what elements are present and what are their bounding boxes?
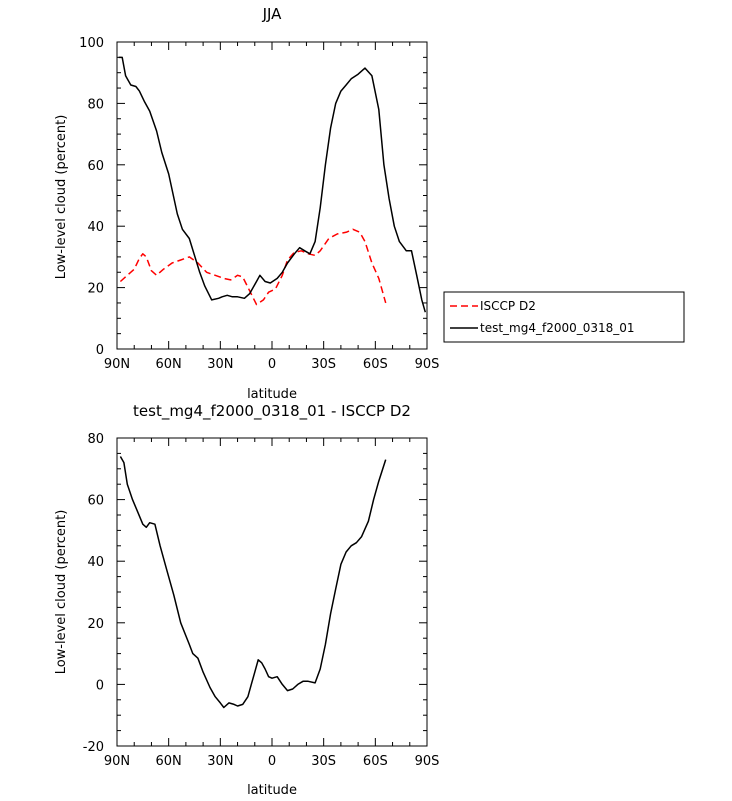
lower-y-tick-label: 80 — [87, 432, 104, 447]
upper-x-tick-label: 30S — [311, 357, 336, 372]
upper-plot-legend: ISCCP D2 test_mg4_f2000_0318_01 — [443, 291, 685, 343]
upper-plot-frame — [116, 41, 428, 350]
lower-x-tick-label: 30N — [207, 754, 233, 769]
upper-y-tick-label: 60 — [87, 159, 104, 174]
lower-x-tick-label: 60N — [156, 754, 182, 769]
upper-series-line-isccp-d2 — [119, 228, 387, 306]
lower-plot-x-axis-title: latitude — [247, 783, 297, 798]
upper-y-tick-label: 0 — [96, 343, 104, 358]
upper-plot: JJA latitude Low-level cloud (percent) 9… — [54, 5, 685, 402]
upper-x-tick-label: 90N — [104, 357, 130, 372]
upper-series-line-test-mg4-f2000-0318-01 — [118, 56, 427, 313]
upper-plot-series-layer — [118, 56, 427, 313]
lower-plot-title: test_mg4_f2000_0318_01 - ISCCP D2 — [133, 402, 411, 421]
lower-plot-frame — [116, 437, 428, 747]
upper-y-tick-label: 80 — [87, 97, 104, 112]
legend-label-model: test_mg4_f2000_0318_01 — [480, 321, 635, 335]
lower-plot-y-axis-title: Low-level cloud (percent) — [54, 510, 69, 675]
legend-label-isccp: ISCCP D2 — [480, 299, 536, 313]
upper-y-tick-label: 40 — [87, 220, 104, 235]
lower-x-tick-label: 90S — [415, 754, 440, 769]
upper-x-tick-label: 0 — [268, 357, 276, 372]
upper-y-tick-label: 20 — [87, 282, 104, 297]
lower-y-tick-label: 60 — [87, 494, 104, 509]
lower-y-tick-label: -20 — [83, 740, 104, 755]
upper-x-tick-label: 30N — [207, 357, 233, 372]
upper-plot-ticks: 90N 60N 30N 0 30S 60S 90S 0 20 40 60 80 100 — [79, 36, 439, 372]
upper-y-tick-label: 100 — [79, 36, 104, 51]
lower-x-tick-label: 0 — [268, 754, 276, 769]
upper-plot-x-axis-title: latitude — [247, 387, 297, 402]
upper-x-tick-label: 60N — [156, 357, 182, 372]
lower-y-tick-label: 40 — [87, 555, 104, 570]
lower-y-tick-label: 20 — [87, 617, 104, 632]
upper-plot-y-axis-title: Low-level cloud (percent) — [54, 115, 69, 280]
legend-box — [443, 291, 685, 343]
lower-plot-ticks: 90N 60N 30N 0 30S 60S 90S -20 0 20 40 60 80 — [83, 432, 440, 769]
lower-y-tick-label: 0 — [96, 678, 104, 693]
upper-x-tick-label: 60S — [363, 357, 388, 372]
lower-series-line-0 — [119, 456, 387, 709]
lower-x-tick-label: 60S — [363, 754, 388, 769]
lower-plot-series-layer — [119, 456, 387, 709]
upper-plot-title: JJA — [262, 5, 283, 23]
lower-x-tick-label: 30S — [311, 754, 336, 769]
lower-x-tick-label: 90N — [104, 754, 130, 769]
upper-x-tick-label: 90S — [415, 357, 440, 372]
lower-plot: test_mg4_f2000_0318_01 - ISCCP D2 latitu… — [54, 402, 439, 798]
